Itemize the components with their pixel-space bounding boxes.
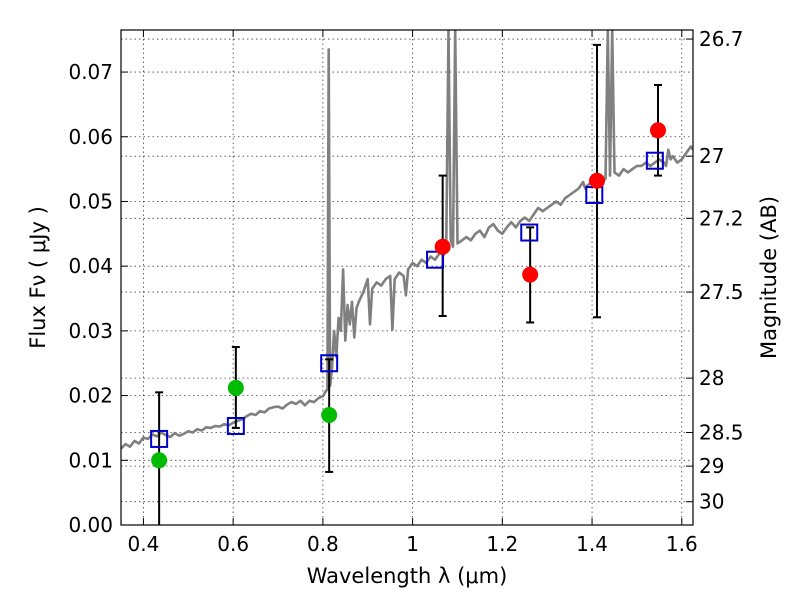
square-marker (585, 186, 604, 204)
right-tick-label: 30 (699, 490, 724, 514)
red-point (522, 266, 539, 283)
right-tick-label: 29 (699, 454, 724, 478)
x-axis-label: Wavelength λ (μm) (307, 564, 508, 588)
x-tick-label: 0.6 (217, 532, 249, 556)
error-bars (155, 43, 663, 525)
x-tick-label: 0.4 (128, 532, 160, 556)
x-tick-label: 1.4 (576, 532, 608, 556)
right-tick-label: 27.2 (699, 206, 744, 230)
y-axis-ticks: 0.00 0.01 0.02 0.03 0.04 0.05 0.06 0.07 (68, 60, 128, 537)
red-point (588, 172, 605, 189)
red-point (650, 122, 667, 139)
x-tick-label: 1.2 (486, 532, 518, 556)
y-tick-label: 0.06 (68, 125, 113, 149)
right-tick-label: 27 (699, 144, 724, 168)
model-spectrum-line (121, 30, 693, 450)
square-marker (645, 151, 664, 170)
y-tick-label: 0.01 (68, 448, 113, 472)
right-tick-label: 28 (699, 366, 724, 390)
right-tick-label: 27.5 (699, 280, 744, 304)
x-axis-ticks: 0.4 0.6 0.8 1 1.2 1.4 1.6 (128, 30, 698, 556)
green-point (151, 452, 168, 469)
right-tick-label: 28.5 (699, 420, 744, 444)
square-marker (426, 250, 445, 269)
green-point (227, 379, 244, 396)
x-tick-label: 1 (406, 532, 419, 556)
square-marker (520, 223, 539, 242)
y-tick-label: 0.07 (68, 60, 113, 84)
y-tick-label: 0.04 (68, 254, 113, 278)
model-spectrum (121, 30, 693, 450)
right-tick-label: 26.7 (699, 27, 744, 51)
red-point (434, 238, 451, 255)
square-markers (150, 151, 664, 448)
flux-points (151, 122, 667, 469)
square-marker (320, 354, 339, 373)
x-tick-label: 0.8 (307, 532, 339, 556)
square-marker (226, 417, 245, 435)
right-axis-label: Magnitude (AB) (757, 196, 781, 359)
plot-frame (120, 29, 694, 526)
x-tick-label: 1.6 (666, 532, 698, 556)
y-tick-label: 0.05 (68, 189, 113, 213)
y-axis-label: Flux Fν ( μJy ) (26, 206, 50, 349)
right-axis-ticks: 26.7 27 27.2 27.5 28 28.5 29 30 (686, 27, 744, 514)
green-point (321, 407, 338, 423)
square-marker (150, 429, 169, 448)
grid-lines (121, 30, 693, 526)
y-tick-label: 0.03 (68, 319, 113, 343)
y-tick-label: 0.00 (68, 513, 113, 537)
y-tick-label: 0.02 (68, 384, 113, 408)
